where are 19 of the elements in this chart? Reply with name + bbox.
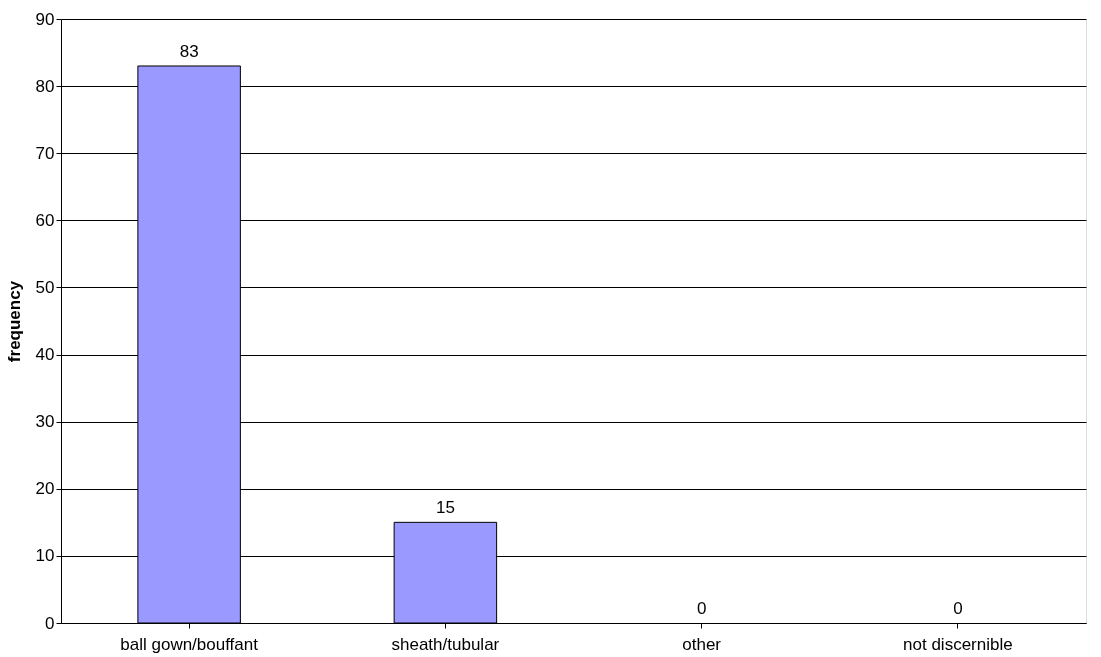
data-label: 15 (435, 498, 455, 518)
y-tick-label: 0 (45, 613, 55, 633)
x-tick-label: other (682, 634, 722, 654)
y-tick-label: 80 (35, 76, 55, 96)
y-tick-label: 90 (35, 9, 55, 29)
data-label: 83 (179, 41, 199, 61)
data-label: 0 (953, 599, 963, 618)
x-tick-label: not discernible (903, 634, 1013, 654)
y-tick-label: 60 (35, 210, 55, 230)
y-tick-label: 70 (35, 143, 55, 163)
y-tick-label: 40 (35, 345, 55, 365)
y-axis-title: frequency (4, 280, 24, 363)
y-tick-label: 30 (35, 412, 55, 432)
x-tick-label: sheath/tubular (391, 634, 500, 654)
x-tick-label: ball gown/bouffant (120, 634, 259, 654)
y-tick-label: 20 (35, 479, 55, 499)
y-tick-label: 50 (35, 277, 55, 297)
data-label: 0 (696, 599, 707, 618)
y-tick-label: 10 (35, 546, 55, 566)
